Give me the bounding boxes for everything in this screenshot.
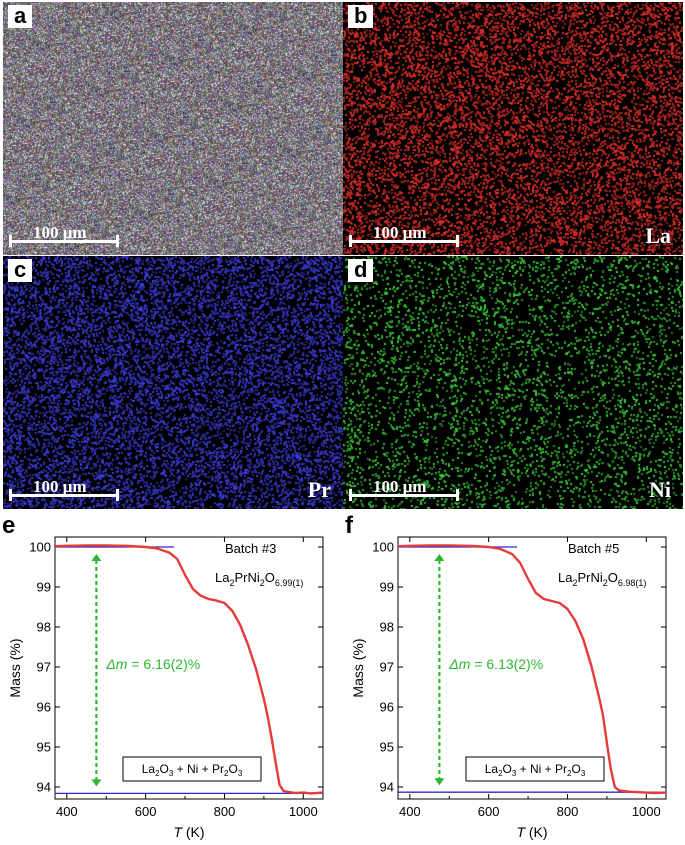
scale-bar-label: 100 μm <box>33 223 87 242</box>
panel-label: d <box>348 259 374 282</box>
delta-arrow-head-down <box>91 779 102 787</box>
y-tick-label: 100 <box>29 540 51 555</box>
y-tick-label: 98 <box>380 620 394 635</box>
panel-label: a <box>8 5 33 28</box>
eds-panel-a: a 100 μm <box>3 2 343 255</box>
y-axis-label: Mass (%) <box>7 638 23 697</box>
x-tick-label: 600 <box>478 804 500 819</box>
scale-bar-label: 100 μm <box>33 477 87 496</box>
y-tick-label: 99 <box>37 580 51 595</box>
y-tick-label: 94 <box>37 780 51 795</box>
delta-arrow-head-up <box>91 554 102 561</box>
scale-bar <box>9 489 119 501</box>
x-tick-label: 400 <box>399 804 421 819</box>
plot-frame <box>397 536 667 800</box>
chart-panel-label: e <box>2 512 16 539</box>
mixed-elements-map <box>3 2 343 255</box>
y-tick-label: 96 <box>37 700 51 715</box>
y-tick-label: 95 <box>37 740 51 755</box>
chart-panel-label: f <box>345 512 353 539</box>
scale-bar <box>9 235 119 247</box>
scale-bar <box>349 235 459 247</box>
tga-plot: 400 600 800 1000 94 95 96 97 98 99 100 T (K) Mass (%… <box>7 536 324 840</box>
pr-element-map <box>3 256 343 509</box>
product-label: La2O3 + Ni + Pr2O3 <box>485 762 586 778</box>
delta-mass-label: Δm = 6.13(2)% <box>448 656 543 672</box>
eds-panel-d: d 100 μm Ni <box>343 256 683 509</box>
scale-bar-label: 100 μm <box>373 477 427 496</box>
tga-chart-e: 400 600 800 1000 94 95 96 97 98 99 100 T (K) Mass (%… <box>0 510 340 845</box>
ni-element-map <box>343 256 683 509</box>
element-label: Ni <box>649 477 671 502</box>
element-label: La <box>645 223 671 248</box>
formula-label: La2PrNi2O6.99(1) <box>215 570 303 588</box>
y-tick-label: 97 <box>37 660 51 675</box>
y-tick-label: 99 <box>380 580 394 595</box>
tga-chart-f: 400 600 800 1000 94 95 96 97 98 99 100 T (K) Mass (%… <box>343 510 683 845</box>
element-label: Pr <box>307 477 331 502</box>
plot-frame <box>54 536 324 800</box>
mass-curve <box>54 544 324 795</box>
x-axis-label: T (K) <box>173 824 204 840</box>
eds-panel-c: c 100 μm Pr <box>3 256 343 509</box>
x-tick-label: 600 <box>135 804 157 819</box>
x-tick-label: 1000 <box>289 804 318 819</box>
delta-arrow-head-up <box>434 554 445 561</box>
scale-bar-label: 100 μm <box>373 223 427 242</box>
y-tick-label: 96 <box>380 700 394 715</box>
x-tick-label: 800 <box>214 804 236 819</box>
formula-label: La2PrNi2O6.98(1) <box>558 570 646 588</box>
delta-mass-label: Δm = 6.16(2)% <box>105 656 200 672</box>
y-tick-label: 94 <box>380 780 394 795</box>
y-axis-label: Mass (%) <box>350 638 366 697</box>
delta-arrow-head-down <box>434 778 445 786</box>
y-tick-label: 95 <box>380 740 394 755</box>
mass-curve <box>397 544 667 795</box>
x-tick-label: 800 <box>557 804 579 819</box>
product-box <box>465 756 605 782</box>
eds-panel-b: b 100 μm La <box>343 2 683 255</box>
product-box <box>122 756 262 782</box>
y-tick-label: 98 <box>37 620 51 635</box>
batch-label: Batch #3 <box>225 541 276 556</box>
batch-label: Batch #5 <box>568 541 619 556</box>
x-axis-label: T (K) <box>516 824 547 840</box>
y-tick-label: 100 <box>372 540 394 555</box>
x-tick-label: 400 <box>56 804 78 819</box>
x-tick-label: 1000 <box>632 804 661 819</box>
y-tick-label: 97 <box>380 660 394 675</box>
panel-label: c <box>8 259 33 282</box>
tga-plot: 400 600 800 1000 94 95 96 97 98 99 100 T (K) Mass (%… <box>350 536 667 840</box>
scale-bar <box>349 489 459 501</box>
la-element-map <box>343 2 683 255</box>
panel-label: b <box>348 5 374 28</box>
product-label: La2O3 + Ni + Pr2O3 <box>142 762 243 778</box>
